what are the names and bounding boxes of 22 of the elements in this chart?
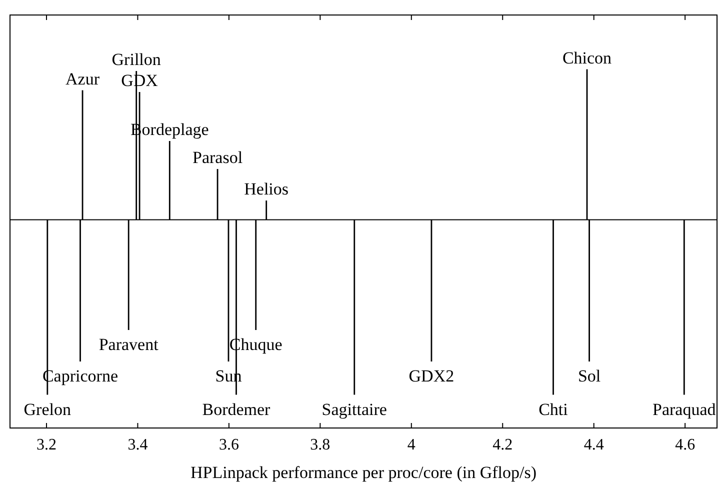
x-tick-label: 3.2 bbox=[36, 436, 56, 454]
annotation: Bordemer bbox=[202, 400, 271, 419]
annotation: Azur bbox=[66, 69, 100, 88]
annotation: Paravent bbox=[98, 335, 159, 354]
annotation: Sagittaire bbox=[322, 400, 387, 419]
x-tick-label: 4.4 bbox=[584, 436, 604, 454]
annotation: Helios bbox=[244, 180, 289, 198]
x-tick-label: 3.8 bbox=[310, 436, 330, 454]
x-tick-label: 3.6 bbox=[218, 436, 239, 454]
x-tick-label: 4 bbox=[407, 436, 416, 454]
annotation: Grelon bbox=[24, 400, 72, 419]
annotation: Sol bbox=[578, 366, 601, 386]
annotation: GDX2 bbox=[408, 366, 454, 386]
annotation: Chicon bbox=[562, 48, 612, 68]
annotation: Parasol bbox=[192, 148, 243, 167]
x-tick-label: 4.2 bbox=[492, 436, 513, 454]
annotation: Paraquad bbox=[652, 400, 716, 419]
x-axis-title: HPLinpack performance per proc/core (in Gflop/s) bbox=[190, 463, 537, 482]
x-tick-label: 4.6 bbox=[675, 436, 696, 454]
x-tick-label: 3.4 bbox=[128, 436, 148, 454]
annotation: Chti bbox=[538, 400, 568, 419]
annotation: Grillon bbox=[112, 50, 162, 69]
